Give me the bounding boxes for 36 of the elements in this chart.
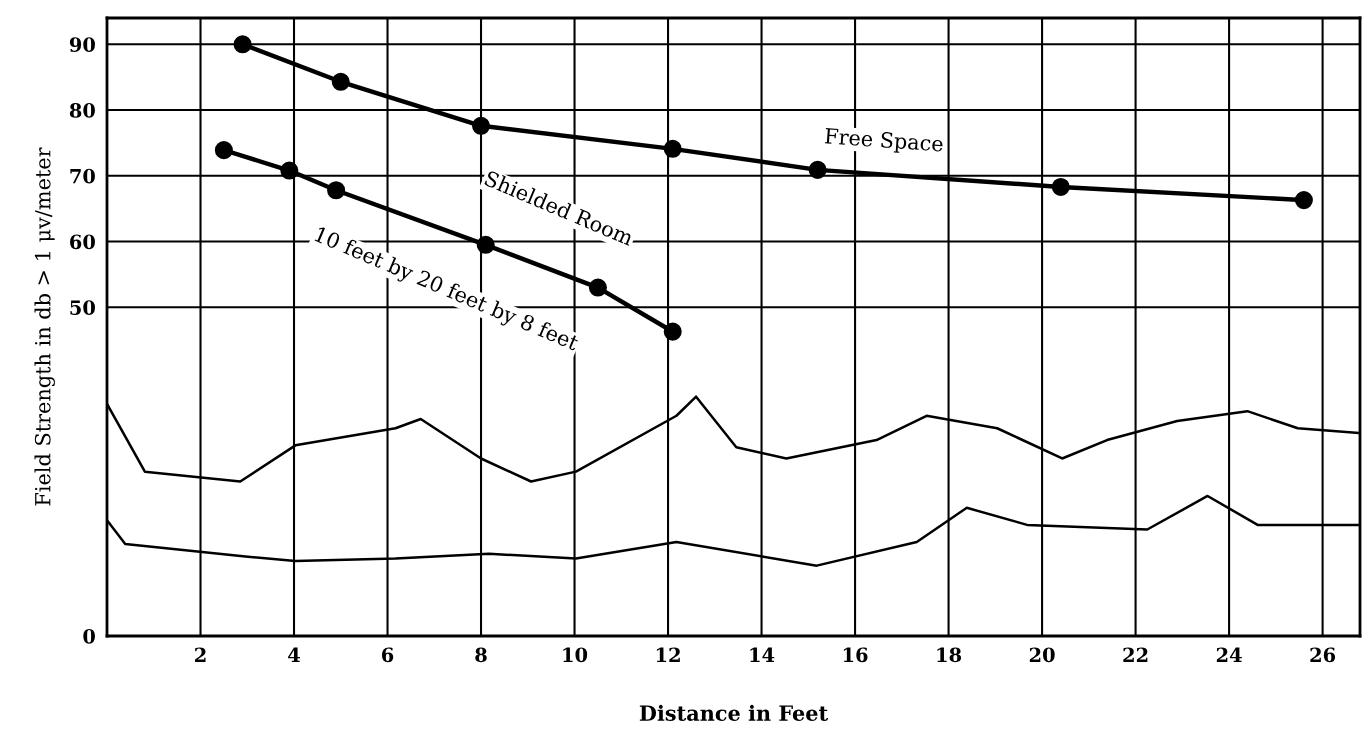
y-axis-title: Field Strength in db > 1 μv/meter [34, 147, 55, 506]
y-tick-label: 50 [70, 300, 95, 315]
point [476, 235, 495, 254]
y-tick-label: 80 [69, 103, 95, 118]
x-tick-label: 16 [843, 647, 868, 663]
point [280, 161, 299, 180]
x-tick-label: 20 [1029, 647, 1055, 663]
point [663, 322, 682, 341]
point [327, 181, 346, 200]
x-tick-label: 2 [195, 647, 206, 662]
point [214, 141, 233, 160]
x-axis-title: Distance in Feet [639, 704, 829, 721]
x-tick-label: 22 [1123, 647, 1148, 662]
point [663, 139, 682, 158]
x-tick-label: 12 [656, 647, 680, 662]
point [1294, 191, 1313, 210]
point [331, 72, 350, 91]
point [472, 116, 491, 135]
x-tick-label: 8 [475, 647, 487, 663]
point [233, 35, 252, 54]
x-tick-label: 6 [381, 647, 394, 663]
y-tick-label: 70 [70, 168, 95, 184]
annotation: 10 feet by 20 feet by 8 feet [312, 225, 581, 355]
x-tick-label: 24 [1216, 647, 1242, 662]
x-tick-label: 18 [937, 647, 962, 663]
point [808, 160, 827, 179]
y-tick-label: 90 [69, 37, 95, 52]
y-tick-label: 60 [70, 234, 95, 250]
x-tick-label: 26 [1310, 647, 1336, 663]
annotation: Free Space [824, 127, 944, 156]
x-tick-label: 10 [563, 647, 588, 663]
point [1051, 177, 1070, 196]
x-tick-label: 4 [288, 647, 300, 662]
x-tick-label: 14 [750, 647, 775, 662]
y-tick-label: 0 [83, 628, 95, 644]
point [588, 278, 607, 297]
